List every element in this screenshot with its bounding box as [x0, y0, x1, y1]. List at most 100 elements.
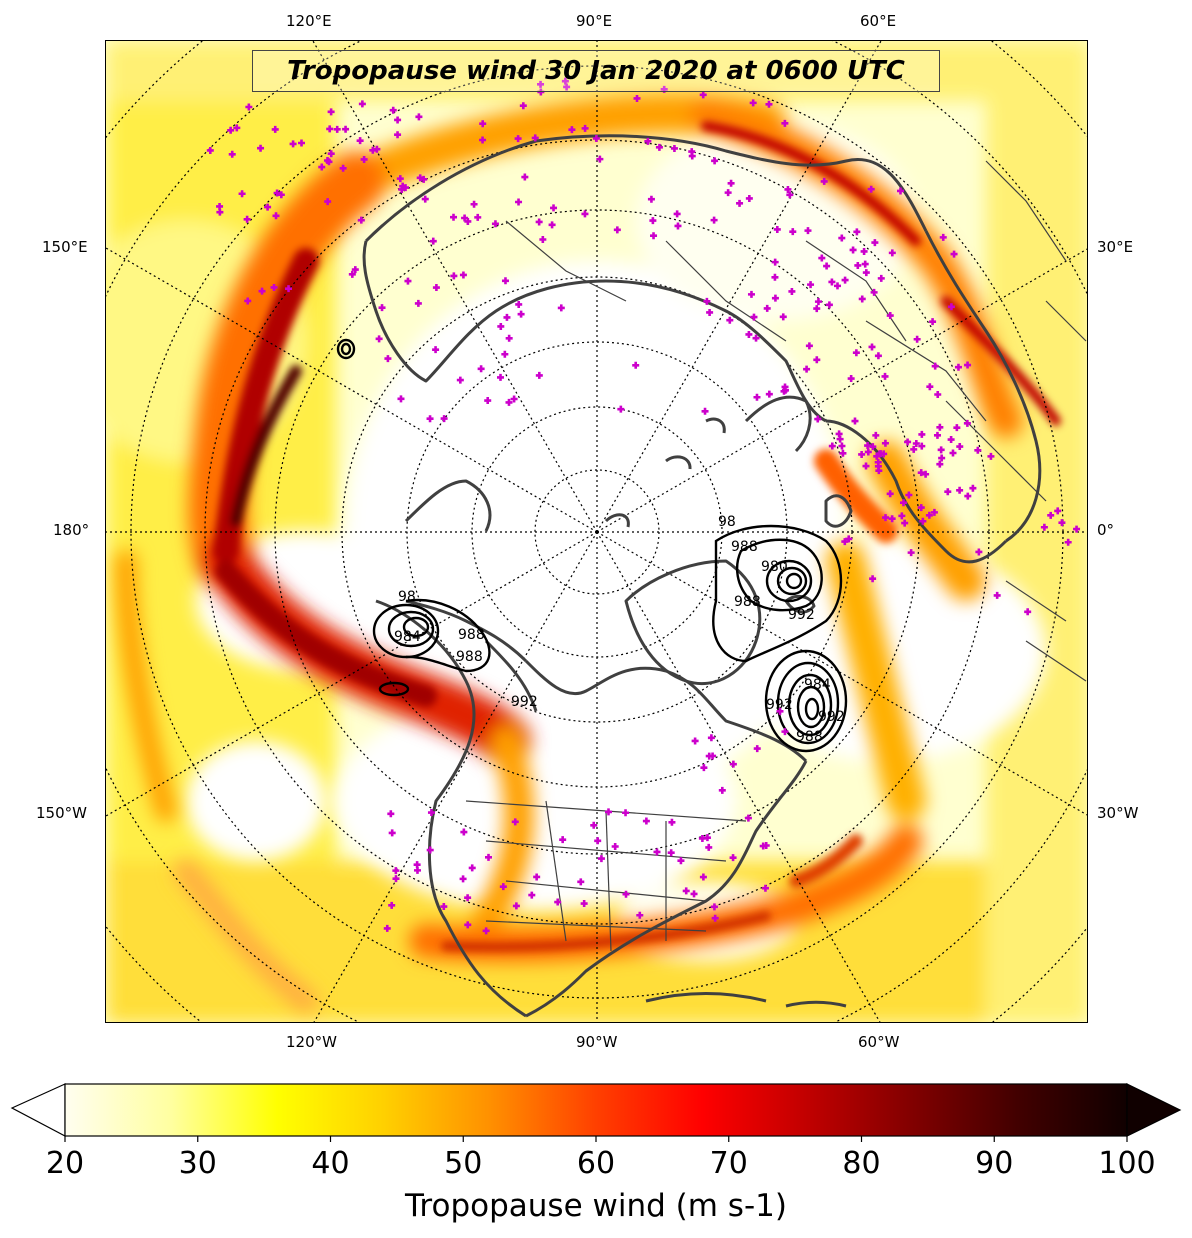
station-marker [711, 914, 719, 922]
station-marker [956, 486, 964, 494]
station-marker [394, 116, 402, 124]
station-marker [644, 137, 652, 145]
station-marker [432, 346, 440, 354]
lon-label-bottom: 60°W [858, 1033, 900, 1051]
station-marker [459, 271, 467, 279]
station-marker [860, 247, 868, 255]
station-marker [838, 442, 846, 450]
station-marker [375, 335, 383, 343]
station-marker [963, 419, 971, 427]
station-marker [912, 439, 920, 447]
contour-label: 984 [804, 677, 831, 693]
station-marker [512, 902, 520, 910]
station-marker [868, 343, 876, 351]
lon-label-top: 90°E [576, 12, 613, 30]
colorbar-tick-label: 20 [45, 1146, 85, 1181]
station-marker [699, 873, 707, 881]
station-marker [907, 549, 915, 557]
station-marker [326, 125, 334, 133]
station-marker [745, 330, 753, 338]
station-marker [918, 430, 926, 438]
station-marker [632, 361, 640, 369]
station-marker [389, 106, 397, 114]
station-marker [450, 272, 458, 280]
station-marker [649, 217, 657, 225]
station-marker [956, 443, 964, 451]
station-marker [771, 273, 779, 281]
contour-label: 988 [796, 729, 823, 745]
colorbar-fill [64, 1083, 1128, 1137]
station-marker [464, 921, 472, 929]
station-marker [917, 469, 925, 477]
station-marker [736, 199, 744, 207]
station-marker [650, 232, 658, 240]
lon-label-bottom: 120°W [286, 1033, 337, 1051]
station-marker [429, 237, 437, 245]
station-marker [227, 126, 235, 134]
station-marker [858, 295, 866, 303]
station-marker [505, 398, 513, 406]
map-title: Tropopause wind 30 Jan 2020 at 0600 UTC [287, 56, 905, 86]
station-marker [744, 814, 752, 822]
colorbar-tick-label: 100 [1098, 1146, 1156, 1181]
station-marker [938, 454, 946, 462]
station-marker [789, 228, 797, 236]
station-marker [847, 375, 855, 383]
station-marker [271, 125, 279, 133]
station-marker [975, 548, 983, 556]
station-marker [272, 212, 280, 220]
station-marker [820, 177, 828, 185]
colorbar [10, 1083, 1182, 1142]
station-marker [753, 745, 761, 753]
station-marker [788, 287, 796, 295]
colorbar-label: Tropopause wind (m s-1) [405, 1188, 787, 1224]
station-marker [216, 208, 224, 216]
station-marker [535, 218, 543, 226]
station-marker [333, 125, 341, 133]
station-marker [479, 120, 487, 128]
station-marker [474, 213, 482, 221]
station-marker [456, 376, 464, 384]
station-marker [416, 174, 424, 182]
station-marker [682, 887, 690, 895]
station-marker [238, 190, 246, 198]
colorbar-tick-label: 30 [178, 1146, 217, 1181]
station-marker [470, 200, 478, 208]
station-marker [818, 254, 826, 262]
station-marker [245, 103, 253, 111]
station-marker [485, 853, 493, 861]
contour-label: 992 [788, 607, 815, 623]
station-marker [519, 102, 527, 110]
station-marker [805, 342, 813, 350]
station-marker [491, 220, 499, 228]
station-marker [703, 834, 711, 842]
station-marker [849, 246, 857, 254]
station-marker [528, 891, 536, 899]
station-marker [841, 276, 849, 284]
station-marker [870, 288, 878, 296]
station-marker [357, 216, 365, 224]
station-marker [781, 728, 789, 736]
station-marker [440, 903, 448, 911]
station-marker [285, 285, 293, 293]
station-marker [413, 866, 421, 874]
station-marker [514, 135, 522, 143]
station-marker [765, 100, 773, 108]
map-panel: 984 988 992 980 988 992 988 984 992 988 … [105, 40, 1088, 1023]
station-marker [533, 873, 541, 881]
station-marker [814, 415, 822, 423]
station-marker [460, 828, 468, 836]
station-marker [605, 808, 613, 816]
station-marker [954, 363, 962, 371]
station-marker [861, 260, 869, 268]
station-marker [776, 707, 784, 715]
station-marker [415, 113, 423, 121]
station-marker [557, 304, 565, 312]
station-marker [881, 439, 889, 447]
station-marker [871, 239, 879, 247]
station-marker [814, 298, 822, 306]
station-marker [877, 274, 885, 282]
colorbar-extend-max [1126, 1083, 1182, 1137]
station-marker [414, 299, 422, 307]
station-marker [667, 849, 675, 857]
